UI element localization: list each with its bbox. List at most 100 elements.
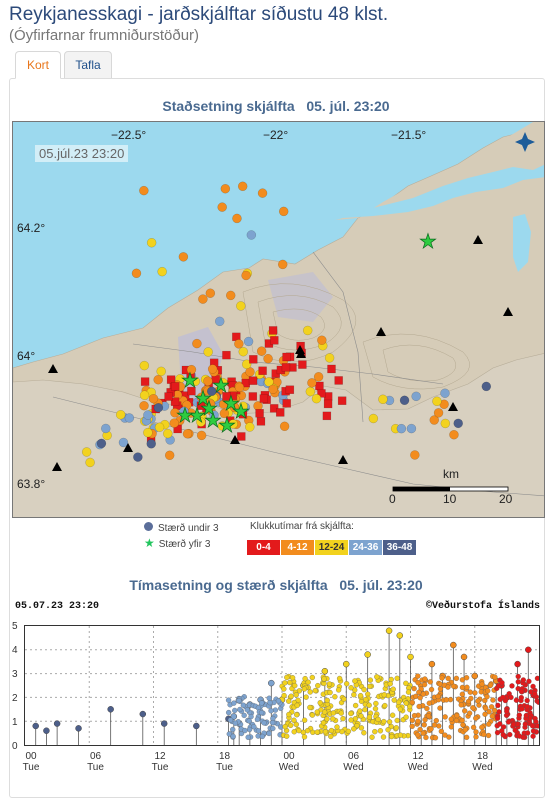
data-point: [240, 702, 247, 708]
data-point: [107, 706, 114, 713]
data-point: [385, 627, 393, 635]
data-point: [385, 727, 391, 733]
legend-bin: 4-12: [281, 540, 314, 555]
quake-marker: [222, 392, 231, 401]
data-point: [294, 712, 300, 718]
quake-marker: [440, 388, 450, 398]
scale-bar: [392, 486, 509, 492]
magnitude-time-chart[interactable]: [24, 625, 542, 746]
data-point: [396, 699, 402, 705]
legend-bin: 36-48: [383, 540, 416, 555]
data-point: [303, 694, 309, 700]
quake-marker: [133, 452, 143, 462]
y-tick: 2: [12, 693, 18, 704]
quake-marker: [243, 336, 254, 347]
page-title: Reykjanesskagi - jarðskjálftar síðustu 4…: [9, 4, 389, 25]
data-point: [486, 709, 492, 715]
star-marker: ★: [212, 375, 230, 397]
scale-tick: 10: [443, 492, 457, 506]
data-point: [269, 719, 276, 726]
data-point: [307, 704, 313, 711]
quake-marker: [237, 181, 248, 192]
data-point: [479, 724, 485, 730]
data-point: [393, 725, 400, 731]
data-point: [282, 680, 288, 686]
data-point: [362, 706, 368, 713]
data-point: [504, 708, 510, 714]
quake-marker: [187, 386, 196, 396]
data-point: [508, 694, 514, 701]
data-point: [340, 715, 346, 722]
data-point: [336, 687, 342, 693]
data-point: [494, 715, 501, 721]
data-point: [530, 733, 536, 739]
quake-marker: [166, 375, 176, 384]
data-point: [351, 726, 357, 732]
data-point: [372, 706, 379, 712]
data-point: [230, 726, 236, 733]
data-point: [259, 700, 265, 706]
data-point: [32, 722, 39, 730]
quake-marker: [406, 423, 417, 434]
data-point: [366, 714, 373, 720]
data-point: [231, 700, 237, 706]
quake-marker: [222, 350, 231, 360]
data-point: [266, 730, 272, 737]
quake-marker: [258, 366, 267, 376]
tab-tafla[interactable]: Tafla: [64, 51, 112, 79]
data-point: [278, 724, 284, 730]
chart-copyright: ©Veðurstofa Íslands: [426, 601, 541, 612]
data-point: [348, 717, 354, 723]
quake-marker: [277, 259, 288, 270]
star-marker: ★: [200, 398, 218, 420]
tab-kort[interactable]: Kort: [15, 51, 61, 79]
data-point: [487, 682, 494, 688]
data-point: [428, 726, 434, 732]
data-point: [307, 689, 313, 695]
data-point: [305, 679, 311, 685]
data-point: [321, 676, 327, 682]
data-point: [284, 733, 290, 739]
quake-marker: [317, 389, 326, 398]
data-point: [482, 711, 488, 717]
data-point: [315, 683, 321, 689]
data-point: [244, 707, 250, 713]
star-marker: ★: [194, 388, 212, 410]
data-point: [425, 713, 432, 719]
legend-bin: 24-36: [349, 540, 382, 555]
data-point: [387, 681, 393, 687]
data-point: [361, 730, 367, 736]
data-point: [286, 711, 292, 718]
quake-marker: [232, 213, 242, 224]
data-point: [369, 734, 375, 740]
x-tick-label: 18 Tue: [216, 751, 233, 773]
data-point: [367, 677, 373, 683]
data-point: [437, 705, 443, 711]
data-point: [471, 672, 478, 680]
data-point: [367, 683, 373, 690]
data-point: [322, 729, 329, 735]
data-point: [352, 702, 359, 709]
data-point: [463, 734, 470, 741]
data-point: [226, 731, 232, 737]
quake-marker: [245, 422, 255, 432]
data-point: [483, 705, 489, 712]
station-marker: [123, 443, 133, 452]
data-point: [394, 717, 400, 724]
quake-marker: [324, 353, 335, 363]
data-point: [254, 716, 261, 722]
data-point: [296, 727, 302, 734]
data-point: [532, 691, 538, 697]
data-point: [361, 686, 367, 693]
lon-label: −22.5°: [111, 128, 147, 142]
quake-marker: [156, 366, 166, 377]
quake-marker: [164, 392, 173, 401]
quake-marker: [264, 377, 274, 387]
data-point: [473, 734, 479, 740]
data-point: [373, 700, 379, 707]
earthquake-map[interactable]: ★ ★ ★ ★ ★ ★ ★ ★ ★ ★ ★ 05.júl.23 23:20 −22.5° −22° …: [12, 121, 545, 518]
data-point: [293, 692, 299, 698]
data-point: [466, 710, 473, 716]
data-point: [320, 720, 327, 726]
data-point: [435, 693, 441, 700]
